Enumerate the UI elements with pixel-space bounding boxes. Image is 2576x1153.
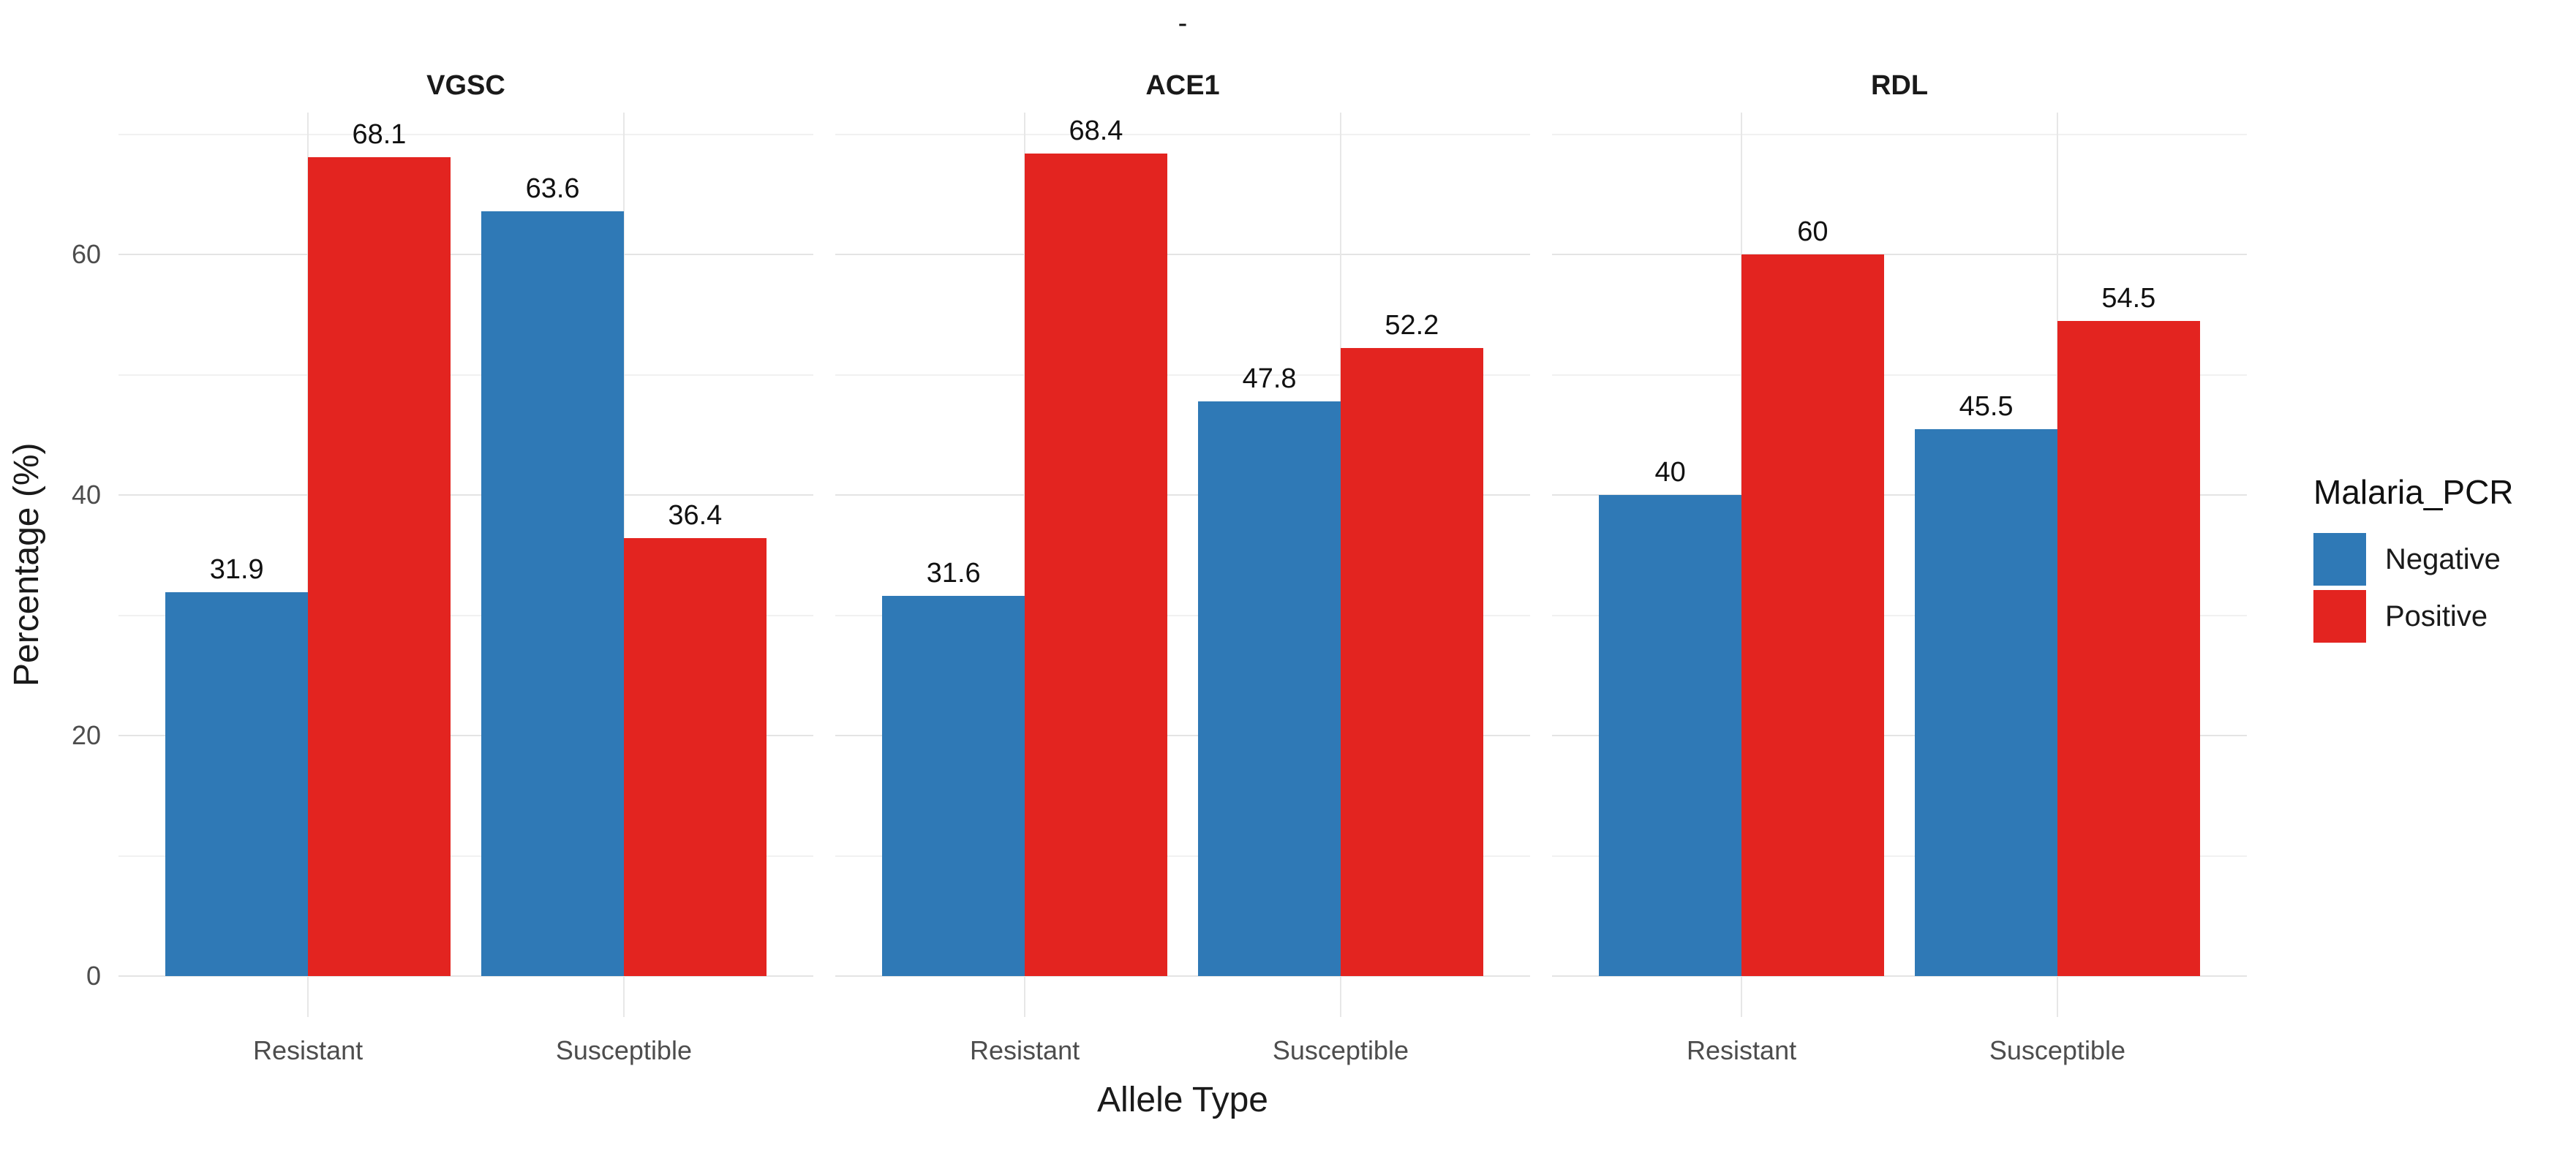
bar-value-label: 60 [1797, 216, 1829, 248]
grid-line-horizontal-major [1552, 254, 2247, 256]
facet-panel-ace1: ACE1 31.6 68.4 Resistant 47.8 52.2 Susceptible [835, 72, 1530, 1064]
grid-line-horizontal-minor [835, 133, 1530, 135]
bar-value-label: 63.6 [525, 173, 580, 204]
x-axis-title: Allele Type [1097, 1081, 1268, 1119]
bar-value-label: 52.2 [1385, 310, 1439, 341]
y-axis-title: Percentage (%) [7, 442, 46, 687]
grid-line-horizontal-major [835, 735, 1530, 737]
grid-line-horizontal-minor [835, 374, 1530, 376]
x-tick-label: Resistant [970, 1035, 1080, 1065]
legend-key-positive-swatch [2313, 589, 2366, 643]
legend-entry-label: Positive [2385, 600, 2488, 632]
bar-negative [481, 211, 624, 977]
bar-value-label: 68.1 [352, 118, 407, 150]
bar-negative [882, 596, 1025, 977]
bar-value-label: 36.4 [668, 500, 723, 532]
grid-line-horizontal-major [118, 975, 813, 978]
grid-line-horizontal-major [835, 975, 1530, 978]
grid-line-horizontal-major [118, 254, 813, 256]
x-tick-label: Susceptible [555, 1035, 692, 1065]
facet-panels: VGSC 31.9 68.1 Resistant 63.6 36.4 Susceptible… [118, 72, 2247, 1064]
chart-title: - [1178, 8, 1188, 39]
legend-entries: Negative Positive [2313, 532, 2514, 643]
bar-negative [1599, 495, 1742, 977]
grid-line-horizontal-major [118, 494, 813, 496]
grid-line-horizontal-minor [835, 855, 1530, 857]
grid-line-horizontal-minor [835, 614, 1530, 616]
grid-line-horizontal-minor [1552, 133, 2247, 135]
grid-line-horizontal-minor [118, 133, 813, 135]
grid-line-horizontal-major [1552, 975, 2247, 978]
grid-line-horizontal-minor [118, 374, 813, 376]
grid-line-horizontal-minor [1552, 855, 2247, 857]
bar-value-label: 31.9 [209, 554, 264, 586]
legend-entry-positive: Positive [2313, 589, 2514, 643]
bar-negative [1198, 401, 1341, 977]
legend-entry-negative: Negative [2313, 532, 2514, 586]
y-tick-label: 40 [71, 480, 101, 510]
grid-line-horizontal-major [1552, 735, 2247, 737]
bar-positive [1340, 348, 1483, 977]
bar-value-label: 68.4 [1069, 115, 1123, 146]
facet-panel-rdl: RDL 40 60 Resistant 45.5 54.5 Susceptible [1552, 72, 2247, 1064]
facet-strip-label: RDL [1870, 70, 1929, 101]
bar-positive [2057, 320, 2200, 977]
x-tick-label: Resistant [1687, 1035, 1797, 1065]
legend-key-negative-swatch [2313, 532, 2366, 586]
facet-strip-label: ACE1 [1145, 70, 1220, 101]
grid-line-horizontal-major [1552, 494, 2247, 496]
bar-negative [1915, 428, 2057, 977]
x-tick-label: Susceptible [1989, 1035, 2125, 1065]
y-tick-label: 60 [71, 239, 101, 270]
legend: Malaria_PCR Negative Positive [2313, 474, 2514, 647]
bar-value-label: 54.5 [2101, 282, 2156, 314]
bar-value-label: 47.8 [1242, 363, 1297, 394]
bar-negative [165, 592, 309, 977]
bar-positive [308, 156, 451, 977]
x-tick-label: Susceptible [1272, 1035, 1409, 1065]
grid-line-horizontal-major [835, 494, 1530, 496]
grid-line-horizontal-minor [118, 855, 813, 857]
grid-line-horizontal-major [835, 254, 1530, 256]
grid-line-horizontal-minor [1552, 374, 2247, 376]
bar-positive [1741, 254, 1884, 977]
y-tick-label: 0 [86, 961, 101, 991]
x-tick-label: Resistant [253, 1035, 364, 1065]
y-tick-label: 20 [71, 720, 101, 751]
bar-positive [623, 538, 767, 977]
bar-positive [1025, 153, 1167, 977]
facet-panel-vgsc: VGSC 31.9 68.1 Resistant 63.6 36.4 Susceptible [118, 72, 813, 1064]
plot-area: - Percentage (%) VGSC 31.9 68.1 Resistant 63… [7, 8, 2247, 1118]
legend-entry-label: Negative [2385, 543, 2501, 575]
bar-value-label: 31.6 [926, 558, 981, 589]
facet-strip-label: VGSC [426, 70, 505, 101]
grid-line-horizontal-minor [118, 614, 813, 616]
bar-value-label: 40 [1654, 457, 1686, 488]
bar-value-label: 45.5 [1959, 390, 2014, 422]
grid-line-horizontal-minor [1552, 614, 2247, 616]
grid-line-horizontal-major [118, 735, 813, 737]
legend-title: Malaria_PCR [2313, 473, 2514, 511]
